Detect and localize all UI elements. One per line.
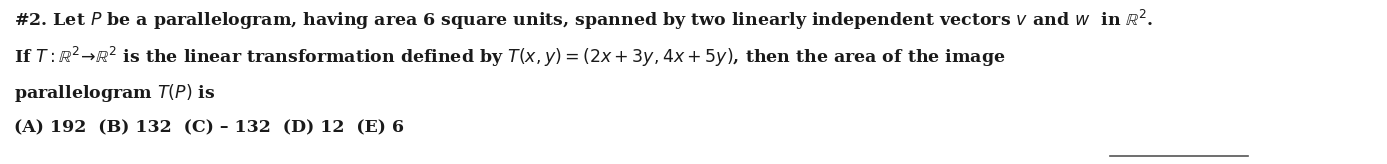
Text: (A) 192  (B) 132  (C) – 132  (D) 12  (E) 6: (A) 192 (B) 132 (C) – 132 (D) 12 (E) 6 [14,119,404,136]
Text: #2. Let $P$ be a parallelogram, having area 6 square units, spanned by two linea: #2. Let $P$ be a parallelogram, having a… [14,8,1154,32]
Text: If $T : \mathbb{R}^2\!\to\!\mathbb{R}^2$ is the linear transformation defined by: If $T : \mathbb{R}^2\!\to\!\mathbb{R}^2$… [14,45,1006,69]
Text: parallelogram $T(P)$ is: parallelogram $T(P)$ is [14,82,215,104]
